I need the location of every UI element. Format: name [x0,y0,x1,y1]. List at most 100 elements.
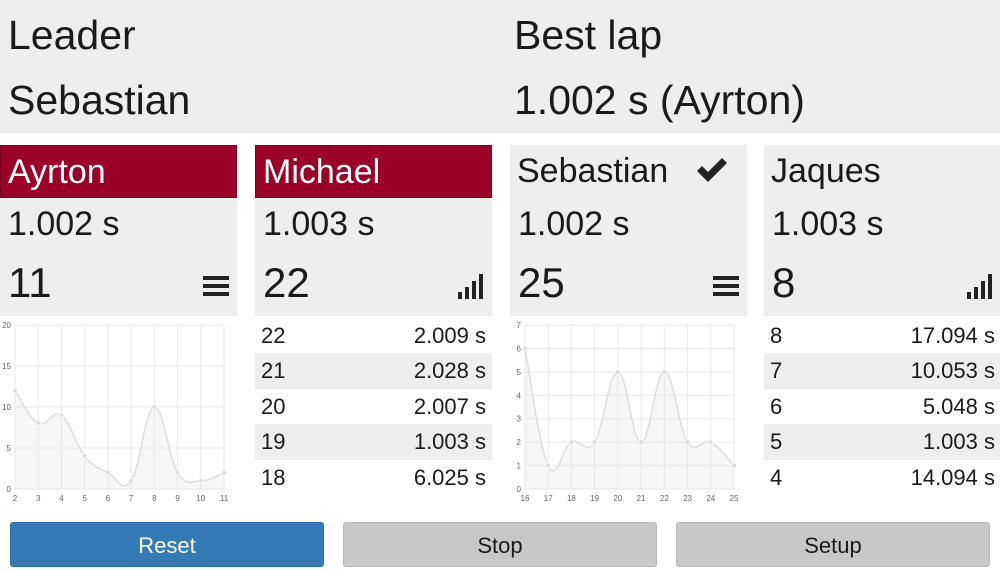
data-point [81,453,88,460]
x-tick-label: 11 [220,494,229,503]
data-point [151,404,158,410]
y-tick-label: 5 [7,444,12,453]
x-tick-label: 16 [521,494,530,503]
lap-number: 6 [770,393,783,419]
series-line [524,348,735,472]
lap-number: 4 [770,464,783,490]
lap-chart-svg: 0 5 10 15 20 2 3 4 5 6 7 8 9 10 11 [2,321,229,503]
driver-best-time: 1.003 s [255,198,492,250]
data-point [684,439,691,446]
x-tick-label: 25 [730,494,739,503]
x-tick-label: 21 [637,494,646,503]
driver-lap-count-row: 8 [764,250,1000,316]
data-point [522,345,528,352]
lap-number: 22 [261,323,286,348]
data-point [707,439,714,446]
reset-button[interactable]: Reset [10,522,324,567]
data-point [568,439,575,446]
driver-lap-count: 8 [772,259,796,306]
lap-number: 21 [261,358,286,384]
x-tick-label: 6 [106,494,111,503]
driver-lap-count-row: 25 [510,250,747,316]
x-tick-label: 8 [152,494,157,503]
y-tick-label: 0 [7,485,12,494]
driver-best-time: 1.002 s [0,198,237,250]
x-tick-label: 10 [196,494,205,503]
lap-number: 5 [770,429,783,455]
list-icon[interactable] [202,272,230,300]
bar-chart-icon[interactable] [966,272,994,300]
table-row: 22 2.009 s [255,318,492,353]
table-row: 21 2.028 s [255,353,492,389]
lap-time: 2.028 s [413,358,486,384]
driver-name: Jaques [764,145,1000,198]
table-row: 5 1.003 s [764,424,1000,460]
driver-lap-count: 25 [518,259,565,306]
race-summary-header: Leader Sebastian Best lap 1.002 s (Ayrto… [0,0,1000,133]
lap-number: 19 [261,429,286,455]
driver-lap-count: 22 [263,259,310,306]
driver-name: Ayrton [0,145,237,198]
y-tick-label: 4 [517,391,522,400]
table-row: 20 2.007 s [255,389,492,424]
x-tick-label: 19 [590,494,599,503]
leader-label: Leader [8,12,136,58]
lap-time: 10.053 s [910,358,995,384]
driver-name: Michael [255,145,492,198]
driver-best-time: 1.002 s [510,198,747,250]
lap-time: 2.007 s [413,393,486,419]
x-tick-label: 5 [82,494,87,503]
table-row: 7 10.053 s [764,353,1000,389]
stop-button[interactable]: Stop [343,522,657,567]
data-point [128,477,135,484]
y-tick-label: 0 [517,485,522,494]
x-tick-label: 24 [706,494,715,503]
y-tick-label: 15 [2,362,11,371]
x-tick-label: 4 [59,494,64,503]
lap-number: 18 [261,464,286,490]
lap-chart-ayrton: 0 5 10 15 20 2 3 4 5 6 7 8 9 10 11 [0,318,237,508]
table-row: 18 6.025 s [255,460,492,495]
data-point [35,420,42,427]
series-area [15,390,224,489]
setup-button[interactable]: Setup [676,522,990,567]
driver-card-sebastian: Sebastian 1.002 s 25 [510,145,747,316]
driver-lap-count: 11 [8,259,52,306]
list-icon[interactable] [712,272,740,300]
driver-lap-count-row: 11 [0,250,237,316]
x-tick-label: 9 [175,494,180,503]
y-tick-label: 6 [517,344,522,353]
lap-chart-sebastian: 0 1 2 3 4 5 6 7 16 17 18 19 20 21 22 23 24 25 [510,318,747,508]
y-tick-label: 3 [517,415,522,424]
data-point [614,368,621,375]
driver-card-jaques: Jaques 1.003 s 8 [764,145,1000,316]
driver-name-row: Sebastian [510,145,747,198]
lap-time: 1.003 s [922,429,995,455]
lap-time: 17.094 s [910,323,995,348]
y-tick-label: 2 [517,438,522,447]
y-tick-label: 10 [2,403,11,412]
lap-number: 7 [770,358,783,384]
y-tick-label: 5 [517,368,522,377]
lap-time: 6.025 s [413,464,486,490]
driver-card-ayrton: Ayrton 1.002 s 11 [0,145,237,316]
best-lap-value: 1.002 s (Ayrton) [514,77,805,123]
table-row: 8 17.094 s [764,318,1000,353]
series-area [525,348,734,489]
table-row: 4 14.094 s [764,460,1000,495]
y-tick-label: 1 [517,462,522,471]
lap-time: 1.003 s [413,429,486,455]
x-tick-label: 23 [683,494,692,503]
data-point [545,462,552,469]
bar-chart-icon[interactable] [457,272,485,300]
y-tick-label: 20 [2,321,11,330]
driver-lap-count-row: 22 [255,250,492,316]
y-tick-label: 7 [517,321,522,330]
lap-time: 14.094 s [910,464,995,490]
lap-time: 2.009 s [413,323,486,348]
data-point [104,469,111,476]
driver-best-time: 1.003 s [764,198,1000,250]
best-lap-label: Best lap [514,12,663,58]
data-point [221,469,227,476]
